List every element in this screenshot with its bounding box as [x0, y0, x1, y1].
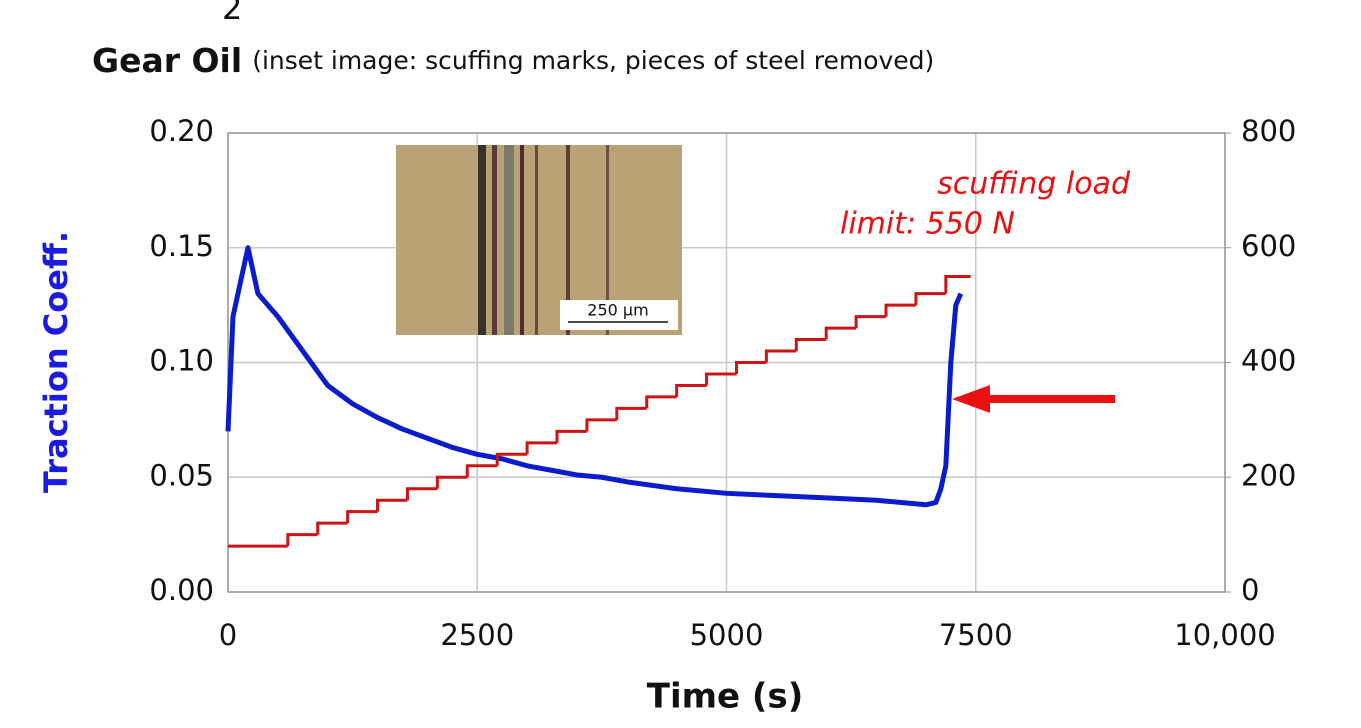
inset-scale-label: 250 µm — [587, 301, 648, 320]
x-tick-label: 10,000 — [1174, 618, 1275, 652]
load-step — [495, 452, 528, 466]
load-step — [405, 487, 438, 501]
x-tick-label: 5000 — [690, 618, 764, 652]
annotation: limit: 550 N — [840, 207, 1015, 242]
load-step — [675, 383, 707, 397]
load-step — [376, 498, 408, 512]
y-tick-label: 0.00 — [149, 573, 214, 607]
y-tick-label: 0.15 — [149, 229, 214, 263]
chart-subtitle: (inset image: scuffing marks, pieces of … — [252, 46, 934, 75]
load-step — [764, 349, 797, 363]
y-tick-label: 0.20 — [149, 114, 214, 148]
inset-stripe — [606, 145, 609, 335]
inset-scale-box — [560, 300, 678, 330]
load-step — [286, 533, 318, 547]
chart-title: Gear Oil — [92, 41, 242, 80]
x-tick-label: 0 — [219, 618, 237, 652]
load-step — [316, 521, 348, 535]
y-tick-label: 0.05 — [149, 458, 214, 492]
inset-stripe — [504, 145, 514, 335]
load-step — [734, 361, 767, 374]
plot-frame — [227, 132, 1226, 593]
y-tick-label: 0.10 — [149, 344, 214, 378]
load-step — [555, 429, 587, 443]
load-step — [824, 326, 857, 340]
load-step — [914, 292, 946, 306]
arrow — [952, 385, 1115, 413]
load-step — [884, 303, 916, 317]
x-axis-label: Time (s) — [647, 677, 804, 717]
load-step — [705, 372, 737, 386]
load-step — [645, 395, 677, 409]
load-step — [585, 418, 617, 432]
inset-stripe — [478, 145, 486, 335]
load-step — [615, 406, 647, 420]
inset-stripe — [520, 145, 524, 335]
load-step — [525, 441, 558, 455]
load-step — [854, 315, 887, 329]
inset-image: 250 µm — [396, 145, 682, 335]
load-step — [794, 338, 827, 352]
inset-stripe — [492, 145, 497, 335]
header-fragment: 2 — [222, 0, 242, 27]
inset-stripe — [566, 145, 570, 335]
y2-tick-label: 800 — [1241, 114, 1296, 148]
load-step — [465, 464, 498, 478]
y2-tick-label: 600 — [1241, 229, 1296, 263]
traction-line — [225, 245, 964, 508]
annotation: scuffing load — [937, 167, 1131, 202]
plot-area: 0 2500 5000 7500 10,000 0.00 0.05 0.10 0.15 0.20 0… — [149, 114, 1296, 652]
arrow-head — [952, 385, 990, 413]
load-step — [346, 510, 378, 524]
y2-tick-label: 0 — [1241, 573, 1259, 607]
title-line: Gear Oil (inset image: scuffing marks, pi… — [92, 41, 934, 80]
y2-tick-label: 200 — [1241, 458, 1296, 492]
x-tick-label: 7500 — [939, 618, 1013, 652]
load-step — [944, 274, 971, 294]
y2-tick-label: 400 — [1241, 344, 1296, 378]
x-tick-label: 2500 — [440, 618, 514, 652]
load-step — [435, 475, 468, 489]
y-axis-label: Traction Coeff. — [37, 231, 75, 493]
inset-stripe — [535, 145, 538, 335]
